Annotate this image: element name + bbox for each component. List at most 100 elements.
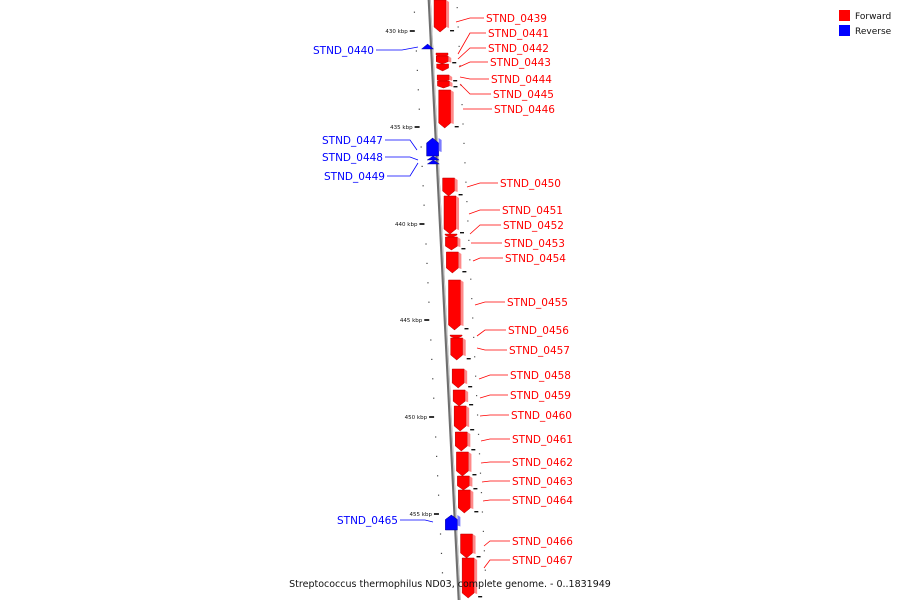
gene-stnd-0463[interactable]	[457, 475, 478, 491]
gene-name: STND_0466	[512, 536, 573, 548]
minor-tick	[459, 65, 461, 67]
minor-tick	[469, 259, 471, 261]
minor-tick	[457, 26, 459, 28]
minor-tick	[423, 204, 425, 206]
gene-stnd-0451[interactable]	[443, 195, 464, 235]
legend-item-reverse: Reverse	[839, 25, 892, 37]
minor-tick	[480, 492, 483, 494]
gene-stnd-0465[interactable]	[445, 514, 461, 531]
axis-tick: 445 kbp	[400, 318, 430, 324]
legend-swatch	[839, 25, 850, 36]
minor-tick	[473, 336, 475, 338]
minor-tick	[476, 414, 479, 416]
gene-label-stnd-0443: STND_0443	[458, 57, 551, 69]
gene-label-stnd-0459: STND_0459	[479, 390, 571, 402]
gene-label-stnd-0439: STND_0439	[455, 13, 547, 25]
gene-label-stnd-0442: STND_0442	[457, 43, 549, 60]
minor-tick	[456, 7, 458, 9]
minor-tick	[436, 455, 438, 457]
gene-stnd-0455[interactable]	[448, 279, 469, 331]
gene-label-stnd-0457: STND_0457	[476, 345, 570, 357]
minor-tick	[468, 239, 470, 241]
gene-name: STND_0463	[512, 476, 573, 488]
axis-tick: 450 kbp	[405, 415, 435, 421]
minor-tick	[481, 511, 484, 513]
gene-stnd-0466[interactable]	[460, 533, 481, 559]
gene-stnd-0456[interactable]	[449, 334, 463, 340]
gene-label-stnd-0448: STND_0448	[322, 152, 419, 164]
gene-stnd-0447[interactable]	[426, 137, 442, 157]
minor-tick	[440, 552, 443, 554]
gene-label-stnd-0445: STND_0445	[459, 83, 554, 101]
gene-stnd-0446[interactable]	[438, 89, 459, 129]
gene-stnd-0442[interactable]	[436, 55, 457, 65]
minor-tick	[462, 123, 464, 125]
gene-name: STND_0448	[322, 152, 383, 164]
gene-stnd-0462[interactable]	[456, 451, 477, 477]
minor-tick	[471, 298, 473, 300]
minor-tick	[416, 69, 418, 71]
gene-stnd-0445[interactable]	[437, 80, 458, 89]
minor-tick	[437, 475, 439, 477]
minor-tick	[475, 375, 477, 377]
gene-label-stnd-0446: STND_0446	[463, 104, 555, 116]
gene-stnd-0440[interactable]	[421, 43, 435, 50]
gene-name: STND_0447	[322, 135, 383, 147]
gene-name: STND_0458	[510, 370, 571, 382]
axis-tick-label: 435 kbp	[390, 125, 413, 131]
axis-tick-label: 450 kbp	[405, 415, 428, 421]
gene-name: STND_0442	[488, 43, 549, 55]
gene-name: STND_0445	[493, 89, 554, 101]
gene-name: STND_0446	[494, 104, 555, 116]
gene-stnd-0457[interactable]	[450, 337, 471, 361]
gene-name: STND_0464	[512, 495, 573, 507]
minor-tick	[428, 301, 430, 303]
gene-stnd-0464[interactable]	[458, 489, 479, 514]
minor-tick	[426, 262, 428, 264]
gene-name: STND_0460	[511, 410, 572, 422]
gene-label-stnd-0452: STND_0452	[469, 220, 564, 235]
gene-label-stnd-0458: STND_0458	[478, 370, 571, 382]
gene-name: STND_0439	[486, 13, 547, 25]
gene-name: STND_0457	[509, 345, 570, 357]
gene-stnd-0459[interactable]	[452, 389, 474, 407]
gene-label-stnd-0467: STND_0467	[483, 555, 573, 569]
gene-name: STND_0453	[504, 238, 565, 250]
minor-tick	[431, 358, 433, 360]
minor-tick	[413, 11, 416, 13]
minor-tick	[439, 533, 442, 535]
gene-name: STND_0454	[505, 253, 566, 265]
genome-caption: Streptococcus thermophilus ND03, complet…	[289, 579, 611, 590]
minor-tick	[461, 104, 463, 106]
gene-label-stnd-0462: STND_0462	[480, 457, 573, 469]
gene-name: STND_0467	[512, 555, 573, 567]
gene-label-stnd-0455: STND_0455	[474, 297, 568, 309]
axis-tick: 435 kbp	[390, 125, 420, 131]
gene-stnd-0452[interactable]	[444, 233, 458, 239]
minor-tick	[458, 45, 460, 47]
gene-stnd-0461[interactable]	[455, 431, 476, 452]
gene-stnd-0458[interactable]	[451, 368, 473, 389]
gene-stnd-0450[interactable]	[442, 177, 463, 197]
gene-label-stnd-0449: STND_0449	[324, 162, 419, 183]
gene-stnd-0454[interactable]	[446, 251, 467, 274]
gene-label-stnd-0447: STND_0447	[322, 135, 418, 151]
gene-label-stnd-0444: STND_0444	[459, 74, 552, 86]
gene-stnd-0449[interactable]	[426, 159, 441, 165]
axis-tick: 440 kbp	[395, 222, 425, 228]
gene-stnd-0453[interactable]	[445, 236, 466, 251]
gene-stnd-0467[interactable]	[461, 557, 483, 599]
gene-stnd-0460[interactable]	[453, 405, 475, 432]
axis-tick-label: 455 kbp	[410, 512, 433, 518]
gene-stnd-0443[interactable]	[436, 63, 449, 72]
axis-tick-label: 430 kbp	[385, 29, 408, 35]
gene-stnd-0439[interactable]	[433, 0, 455, 33]
minor-tick	[418, 108, 420, 110]
minor-tick	[482, 530, 484, 532]
gene-name: STND_0444	[491, 74, 552, 86]
minor-tick	[430, 339, 432, 341]
minor-tick	[441, 572, 444, 574]
legend-swatch	[839, 10, 850, 21]
axis-tick: 430 kbp	[385, 29, 415, 35]
